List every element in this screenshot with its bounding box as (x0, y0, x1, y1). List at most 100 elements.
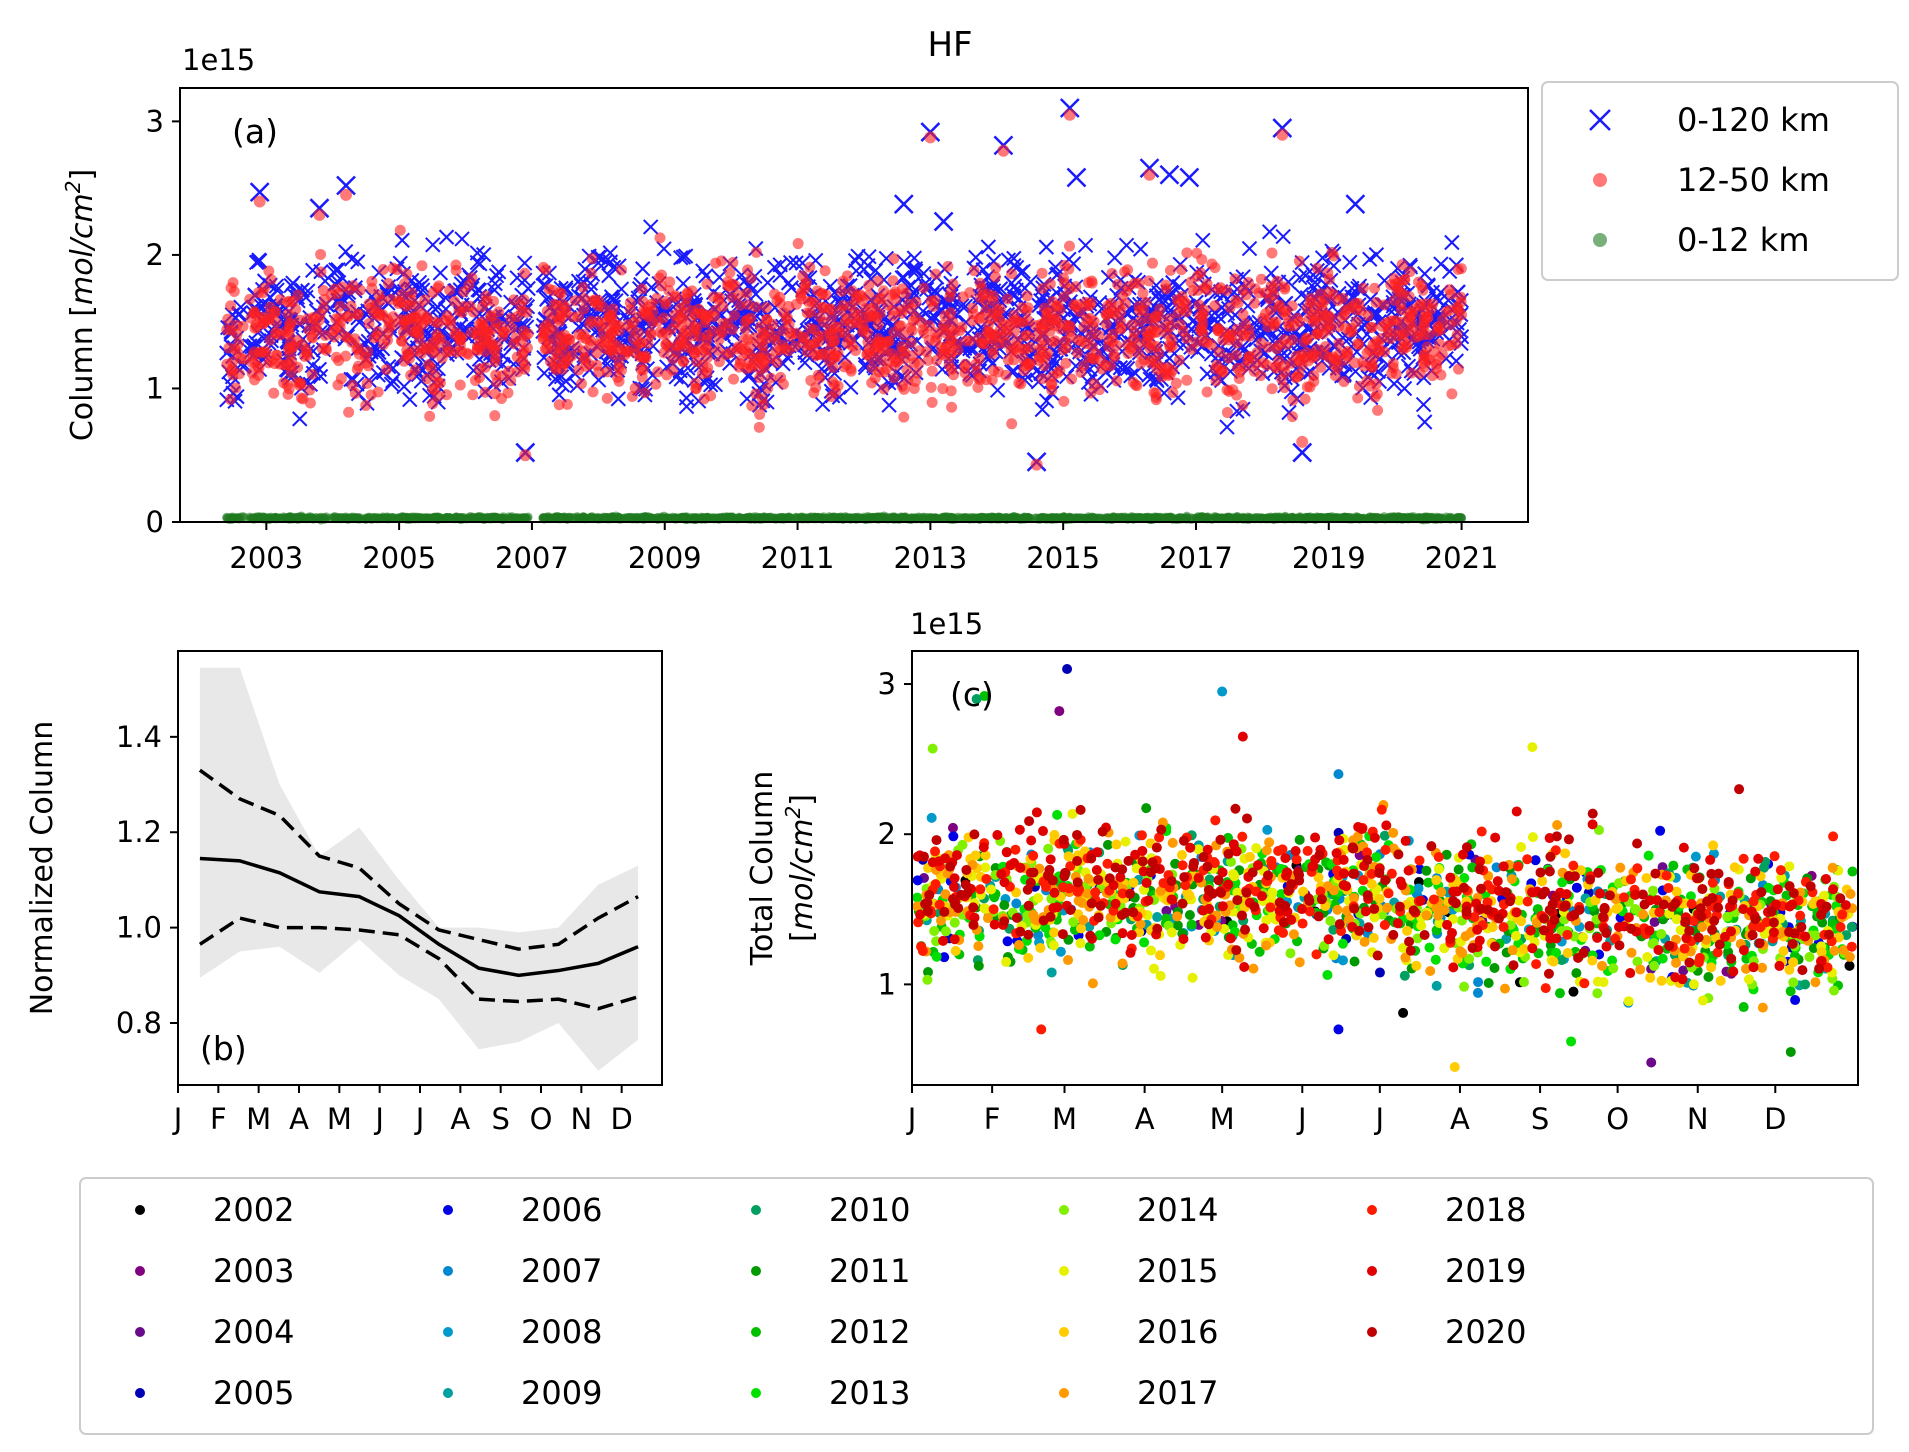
total-point-stroke (1033, 293, 1049, 309)
trop-point (1101, 513, 1111, 523)
trop-point (509, 513, 519, 523)
total-point (643, 219, 659, 235)
trop-point (735, 513, 745, 523)
total-point (695, 263, 711, 279)
trop-point (746, 513, 756, 523)
trop-point (899, 512, 909, 522)
trop-point (1456, 513, 1466, 523)
trop-point (1371, 512, 1381, 522)
trop-point (796, 513, 806, 523)
total-point-stroke (1400, 358, 1417, 374)
trop-point (490, 513, 500, 523)
trop-point (1256, 513, 1266, 523)
total-point-stroke (1142, 371, 1158, 387)
trop-point (238, 512, 248, 522)
trop-point (1123, 513, 1133, 523)
trop-point (1206, 513, 1216, 523)
trop-point (1314, 513, 1324, 523)
trop-point (1273, 514, 1283, 524)
total-point (1219, 419, 1235, 435)
trop-point (422, 514, 432, 524)
trop-point (260, 513, 270, 523)
trop-point (1263, 513, 1273, 523)
trop-point (340, 513, 350, 523)
total-point (1433, 256, 1449, 272)
total-point-stroke (1361, 251, 1378, 267)
total-point (766, 259, 783, 276)
total-point-stroke (711, 269, 728, 286)
trop-point (567, 512, 577, 522)
total-point (1415, 396, 1432, 413)
total-point (402, 391, 418, 408)
trop-point (1165, 512, 1175, 522)
trop-point (643, 512, 653, 522)
total-point (1275, 228, 1291, 245)
trop-point (931, 513, 941, 523)
trop-point (247, 513, 257, 523)
trop-point (366, 513, 376, 523)
panel-a-points (219, 98, 1470, 525)
total-point-stroke (957, 298, 974, 314)
trop-point (585, 513, 595, 523)
total-point (634, 261, 651, 277)
trop-point (1192, 513, 1202, 523)
total-point (454, 231, 470, 247)
trop-point (1071, 513, 1081, 523)
panel-a-time-series: 2003 2005 2007 2009 2011 2013 2015 2017 2019 2021… (61, 43, 1899, 575)
total-point-stroke (1417, 414, 1433, 430)
trop-point (1339, 512, 1349, 522)
trop-point (975, 513, 985, 523)
trop-point (691, 513, 701, 523)
trop-point (1350, 513, 1360, 523)
total-point-stroke (695, 263, 711, 279)
trop-point (727, 512, 737, 522)
total-point (678, 390, 695, 406)
total-point (1132, 241, 1149, 257)
trop-point (659, 511, 669, 521)
total-point (432, 265, 449, 281)
trop-point (1402, 513, 1412, 523)
trop-point (432, 512, 442, 522)
trop-point (1012, 513, 1022, 523)
trop-point (805, 512, 815, 522)
trop-point (402, 513, 412, 523)
figure-title: HF (927, 25, 972, 65)
trop-point (1329, 513, 1339, 523)
trop-point (1225, 513, 1235, 523)
trop-point (468, 512, 478, 522)
total-point (968, 249, 984, 266)
total-point (1261, 224, 1278, 240)
trop-point (960, 513, 970, 523)
total-point (1106, 250, 1123, 266)
trop-point (813, 512, 823, 522)
trop-point (1199, 514, 1209, 524)
trop-point (382, 513, 392, 523)
trop-point (1306, 513, 1316, 523)
trop-point (991, 513, 1001, 523)
trop-point (1150, 513, 1160, 523)
trop-point (635, 513, 645, 523)
trop-point (882, 512, 892, 522)
trop-point (782, 513, 792, 523)
trop-point (1116, 513, 1126, 523)
trop-point (293, 512, 303, 522)
trop-point (824, 513, 834, 523)
trop-point (1428, 513, 1438, 523)
total-point (1077, 237, 1094, 254)
total-point-stroke (675, 275, 691, 292)
trop-point (1087, 513, 1097, 523)
trop-point (851, 513, 861, 523)
trop-point (474, 513, 484, 523)
trop-point (768, 513, 778, 523)
trop-point (551, 513, 561, 523)
total-point (425, 237, 441, 253)
trop-point (1021, 513, 1031, 523)
trop-point (279, 513, 289, 523)
total-point (1118, 237, 1135, 253)
trop-point (702, 513, 712, 523)
total-point-stroke (1077, 237, 1094, 254)
trop-point (522, 513, 532, 523)
trop-point (538, 513, 548, 523)
trop-point (599, 513, 609, 523)
total-point-stroke (984, 356, 1000, 372)
